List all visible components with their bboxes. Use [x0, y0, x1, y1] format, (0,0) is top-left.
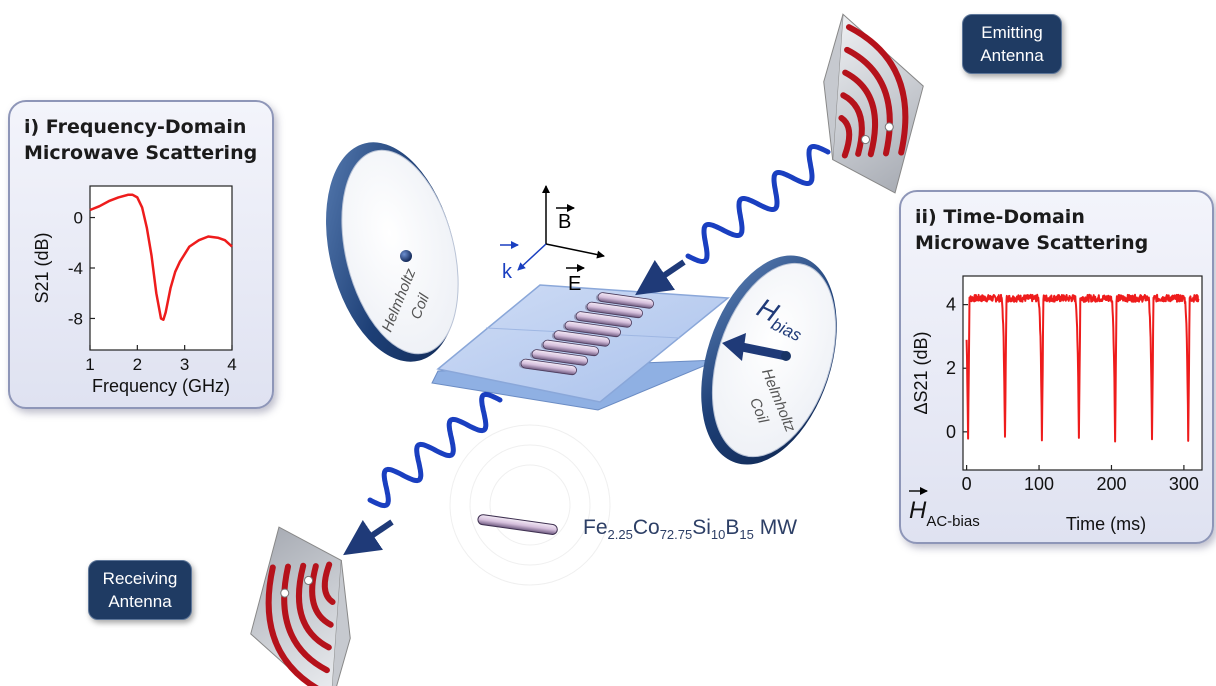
microwire-array — [518, 292, 654, 376]
b-vector-label: B — [558, 211, 571, 233]
x-tick-label: 200 — [1096, 474, 1126, 494]
microwire — [551, 330, 610, 347]
y-tick-label: -4 — [68, 259, 83, 278]
time-domain-title: ii) Time-Domain Microwave Scattering — [915, 204, 1148, 256]
frequency-domain-title-line1: i) Frequency-Domain — [24, 116, 247, 138]
hbias-arrow — [737, 342, 791, 361]
scatter-direction-arrow — [343, 519, 394, 556]
microwire — [595, 292, 654, 309]
frequency-domain-title-line2: Microwave Scattering — [24, 142, 258, 164]
emitting-tag-line1: Emitting — [981, 23, 1043, 42]
field-direction-triad: B E k — [500, 185, 605, 295]
microwire — [562, 320, 621, 338]
emitting-tag-line2: Antenna — [980, 46, 1044, 65]
time-domain-title-line2: Microwave Scattering — [915, 232, 1149, 254]
x-tick-label: 4 — [227, 355, 236, 374]
plot-frame — [962, 275, 1203, 471]
x-tick-label: 300 — [1169, 474, 1199, 494]
composition-label: Fe2.25Co72.75Si10B15 MW — [583, 516, 797, 542]
k-vector-label: k — [502, 261, 513, 283]
y-tick-label: 0 — [74, 209, 83, 228]
receiving-tag-line1: Receiving — [102, 569, 178, 588]
y-tick-label: -8 — [68, 309, 83, 328]
faint-background-rings — [449, 424, 611, 586]
microwire — [540, 339, 599, 357]
delta-s21-time-chart: 0 100 200 300 0 2 4 Time (ms) ΔS21 (dB) HAC-bias — [909, 275, 1203, 534]
x-tick-label: 2 — [133, 355, 142, 374]
incident-microwave — [685, 144, 831, 264]
microwire-legend: Fe2.25Co72.75Si10B15 MW — [477, 514, 797, 542]
microwire — [518, 358, 577, 376]
x-tick-label: 0 — [962, 474, 972, 494]
x-tick-label: 100 — [1024, 474, 1054, 494]
frequency-domain-panel: i) Frequency-Domain Microwave Scattering… — [8, 100, 274, 409]
x-tick-label: 3 — [180, 355, 189, 374]
h-ac-bias-label: HAC-bias — [909, 497, 980, 530]
y-tick-label: 0 — [946, 422, 956, 442]
microwire — [584, 301, 643, 319]
data-series-line — [965, 293, 1200, 443]
incident-direction-arrow — [635, 259, 686, 296]
receiving-antenna-tag: Receiving Antenna — [88, 560, 192, 620]
right-helmholtz-coil: Helmholtz Coil Hbias — [701, 255, 837, 465]
y-tick-label: 2 — [946, 358, 956, 378]
receiving-horn-antenna — [250, 526, 351, 686]
coil-center-dot — [400, 250, 412, 262]
y-axis-label: ΔS21 (dB) — [911, 331, 931, 414]
data-series-line — [89, 193, 233, 321]
left-helmholtz-coil: Helmholtz Coil — [326, 142, 459, 362]
k-axis-arrow — [517, 243, 547, 271]
microwire — [573, 311, 632, 328]
time-domain-title-line1: ii) Time-Domain — [915, 206, 1085, 228]
x-axis-label: Time (ms) — [1066, 514, 1146, 534]
scattered-microwave — [367, 391, 503, 509]
emitting-antenna-tag: Emitting Antenna — [962, 14, 1062, 74]
y-tick-label: 4 — [946, 295, 956, 315]
plot-frame — [89, 185, 233, 351]
time-domain-panel: ii) Time-Domain Microwave Scattering 0 10… — [899, 190, 1214, 544]
x-axis-label: Frequency (GHz) — [92, 376, 230, 396]
s21-frequency-chart: 1 2 3 4 0 -4 -8 Frequency (GHz) S21 (dB) — [32, 185, 237, 396]
x-tick-label: 1 — [85, 355, 94, 374]
e-axis-arrow — [545, 243, 605, 259]
microwire — [529, 349, 588, 366]
receiving-tag-line2: Antenna — [108, 592, 172, 611]
e-vector-label: E — [568, 273, 581, 295]
y-axis-label: S21 (dB) — [32, 232, 52, 303]
emitting-horn-antenna — [823, 13, 924, 194]
legend-wire-swatch — [477, 514, 558, 535]
frequency-domain-title: i) Frequency-Domain Microwave Scattering — [24, 114, 257, 166]
